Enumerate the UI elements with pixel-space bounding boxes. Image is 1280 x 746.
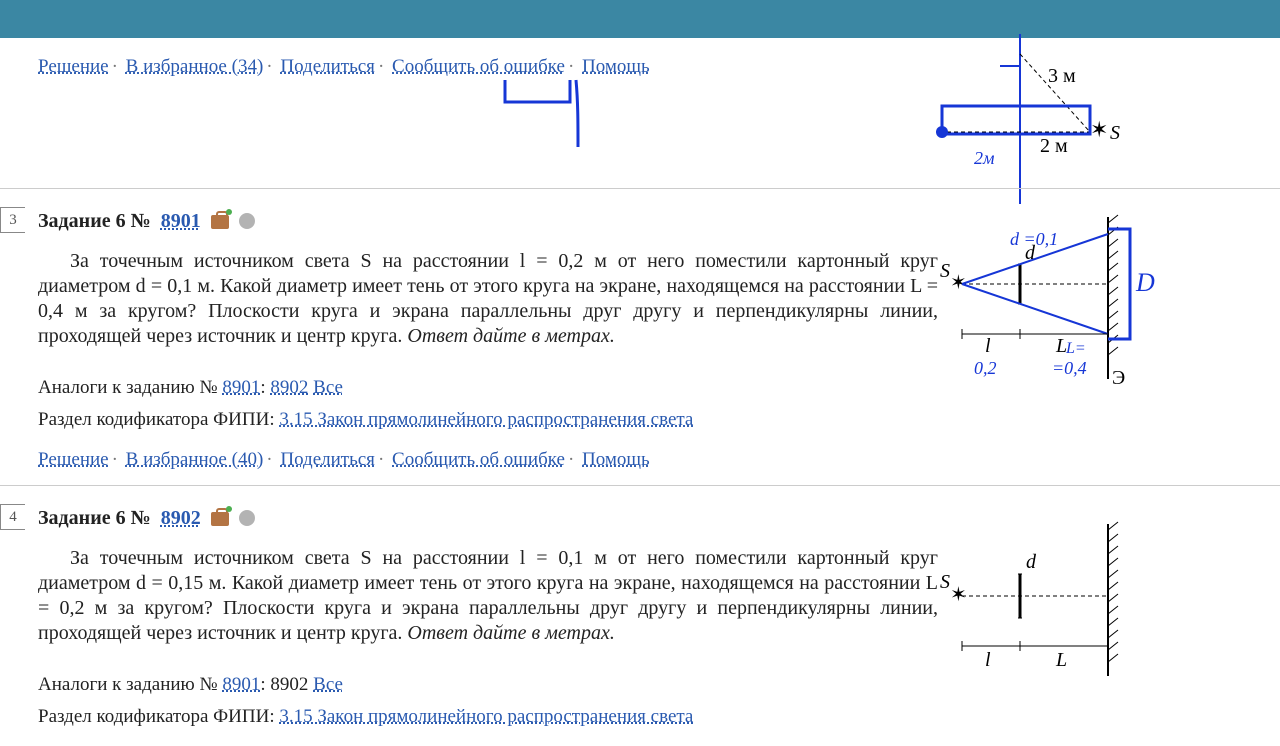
- svg-text:3 м: 3 м: [1048, 65, 1076, 87]
- svg-text:d =0,1: d =0,1: [1010, 229, 1058, 249]
- svg-text:l: l: [985, 335, 991, 357]
- fav-link[interactable]: В избранное (40): [126, 449, 264, 470]
- codifier-link[interactable]: 3.15 Закон прямолинейного распространени…: [279, 706, 693, 727]
- problem-text: За точечным источником света S на рассто…: [38, 249, 938, 349]
- pen-annotation-0: [500, 42, 590, 152]
- analog-link[interactable]: 8901: [222, 674, 260, 695]
- task-tab: 4: [0, 504, 25, 530]
- problem-text: За точечным источником света S на рассто…: [38, 546, 938, 646]
- svg-text:S: S: [1110, 122, 1120, 144]
- svg-text:S: S: [940, 260, 950, 282]
- solve-link[interactable]: Решение: [38, 449, 109, 470]
- analog-all[interactable]: Все: [313, 377, 343, 398]
- analog-all[interactable]: Все: [313, 674, 343, 695]
- actions-row: Решение· В избранное (40)· Поделиться· С…: [38, 449, 1280, 471]
- figure-8902: ✶ S d l L: [940, 516, 1140, 686]
- header-bar: [0, 0, 1280, 38]
- svg-text:2 м: 2 м: [1040, 135, 1068, 157]
- svg-text:2м: 2м: [974, 148, 995, 168]
- svg-text:l: l: [985, 649, 991, 671]
- help-link[interactable]: Помощь: [582, 56, 650, 77]
- codifier-link[interactable]: 3.15 Закон прямолинейного распространени…: [279, 409, 693, 430]
- help-link[interactable]: Помощь: [582, 449, 650, 470]
- task-0: Решение· В избранное (34)· Поделиться· С…: [0, 38, 1280, 188]
- briefcase-icon[interactable]: [211, 512, 229, 526]
- status-dot[interactable]: [239, 510, 255, 526]
- report-link[interactable]: Сообщить об ошибке: [392, 449, 565, 470]
- share-link[interactable]: Поделиться: [280, 56, 375, 77]
- svg-text:=0,4: =0,4: [1052, 358, 1087, 378]
- svg-text:L=: L=: [1065, 340, 1086, 357]
- task-8901: 3 Задание 6 № 8901 За точечным источнико…: [0, 188, 1280, 485]
- share-link[interactable]: Поделиться: [280, 449, 375, 470]
- solve-link[interactable]: Решение: [38, 56, 109, 77]
- fav-link[interactable]: В избранное (34): [126, 56, 264, 77]
- analog-link[interactable]: 8902: [270, 377, 308, 398]
- figure-8901: ✶ S d l L Э D d =0,1 0,2 L= =0,4: [940, 209, 1160, 409]
- status-dot[interactable]: [239, 213, 255, 229]
- task-id-link[interactable]: 8901: [161, 207, 201, 235]
- task-id-link[interactable]: 8902: [161, 504, 201, 532]
- task-tab: 3: [0, 207, 25, 233]
- svg-text:S: S: [940, 571, 950, 593]
- analog-link[interactable]: 8901: [222, 377, 260, 398]
- svg-text:D: D: [1135, 268, 1155, 297]
- svg-text:L: L: [1055, 649, 1067, 671]
- task-8902: 4 Задание 6 № 8902 За точечным источнико…: [0, 485, 1280, 746]
- briefcase-icon[interactable]: [211, 215, 229, 229]
- svg-text:✶: ✶: [1090, 117, 1108, 142]
- svg-text:Э: Э: [1112, 367, 1125, 389]
- svg-text:d: d: [1026, 551, 1037, 573]
- codifier: Раздел кодификатора ФИПИ: 3.15 Закон пря…: [38, 405, 1280, 435]
- svg-text:✶: ✶: [950, 584, 967, 606]
- svg-text:0,2: 0,2: [974, 358, 997, 378]
- codifier: Раздел кодификатора ФИПИ: 3.15 Закон пря…: [38, 702, 1280, 732]
